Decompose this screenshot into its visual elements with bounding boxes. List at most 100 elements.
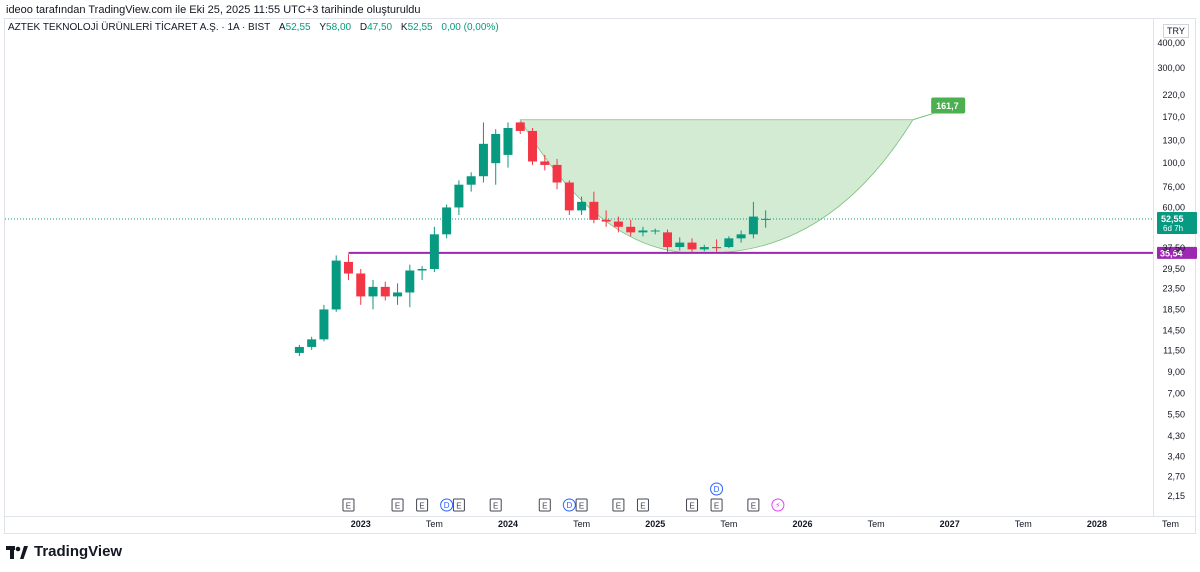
dividend-marker[interactable]: D <box>562 498 576 512</box>
earnings-marker[interactable]: E <box>489 498 502 512</box>
candle[interactable] <box>564 180 574 215</box>
tradingview-logo-text: TradingView <box>34 543 123 560</box>
candle[interactable] <box>319 304 329 342</box>
candle[interactable] <box>478 122 488 183</box>
candle[interactable] <box>294 344 304 357</box>
candle[interactable] <box>356 268 366 305</box>
candle[interactable] <box>491 129 501 185</box>
candle[interactable] <box>417 266 427 280</box>
dividend-marker[interactable]: D <box>440 498 454 512</box>
earnings-marker[interactable]: E <box>342 498 355 512</box>
earnings-marker-box <box>612 498 625 512</box>
earnings-marker-box <box>538 498 551 512</box>
earnings-marker[interactable]: E <box>747 498 760 512</box>
candle[interactable] <box>454 180 464 215</box>
candle-body <box>748 216 758 235</box>
candle[interactable] <box>748 201 758 239</box>
candle-body <box>699 247 709 250</box>
candle-body <box>540 161 550 165</box>
earnings-marker-box <box>391 498 404 512</box>
candle[interactable] <box>687 238 697 252</box>
candle[interactable] <box>442 204 452 239</box>
y-tick-label: 18,50 <box>1162 304 1185 314</box>
earnings-marker[interactable]: E <box>710 498 723 512</box>
candle-body <box>613 221 623 227</box>
candle[interactable] <box>368 279 378 310</box>
candle[interactable] <box>528 128 538 165</box>
candle-body <box>478 143 488 177</box>
dividend-marker[interactable]: D <box>710 482 724 496</box>
price-axis-divider <box>1153 18 1154 516</box>
earnings-marker-box <box>575 498 588 512</box>
earnings-marker[interactable]: E <box>686 498 699 512</box>
chart-frame <box>4 18 1196 534</box>
earnings-marker-box <box>686 498 699 512</box>
candle[interactable] <box>405 264 415 308</box>
earnings-marker-box <box>747 498 760 512</box>
candle[interactable] <box>675 237 685 251</box>
candle[interactable] <box>540 154 550 171</box>
candle[interactable] <box>699 244 709 252</box>
candle[interactable] <box>515 121 525 135</box>
candle-body <box>442 207 452 235</box>
earnings-marker[interactable]: E <box>636 498 649 512</box>
earnings-marker[interactable]: E <box>538 498 551 512</box>
candle[interactable] <box>331 255 341 312</box>
candle[interactable] <box>429 226 439 272</box>
dividend-marker-circle <box>440 498 454 512</box>
time-axis-divider <box>4 516 1196 517</box>
candle[interactable] <box>589 191 599 224</box>
candle-body <box>662 232 672 248</box>
candle[interactable] <box>503 122 513 168</box>
candle-body <box>724 238 734 248</box>
y-tick-label: 29,50 <box>1162 264 1185 274</box>
earnings-marker-label: E <box>640 502 645 511</box>
earnings-marker-label: E <box>579 502 584 511</box>
candle-body <box>356 273 366 297</box>
y-tick-label: 9,00 <box>1167 367 1185 377</box>
tradingview-logo[interactable]: TradingView <box>6 543 122 560</box>
target-badge[interactable] <box>931 97 966 114</box>
earnings-marker-label: E <box>456 502 461 511</box>
split-marker[interactable]: ⚡ <box>771 498 785 512</box>
candle[interactable] <box>601 210 611 227</box>
candle[interactable] <box>466 172 476 192</box>
candle-body <box>552 164 562 183</box>
candle[interactable] <box>613 216 623 233</box>
candle[interactable] <box>724 236 734 249</box>
support-label: 35,54 <box>1160 248 1183 258</box>
earnings-marker[interactable]: E <box>391 498 404 512</box>
candle[interactable] <box>761 210 771 228</box>
candle[interactable] <box>552 158 562 190</box>
candle[interactable] <box>736 230 746 243</box>
candle[interactable] <box>307 336 317 350</box>
x-tick-label: Tem <box>1162 519 1179 529</box>
y-tick-label: 100,0 <box>1162 158 1185 168</box>
candle-body <box>626 226 636 233</box>
candle[interactable] <box>343 254 353 280</box>
earnings-marker[interactable]: E <box>416 498 429 512</box>
candle[interactable] <box>712 239 722 252</box>
split-marker-circle <box>771 498 785 512</box>
candle[interactable] <box>393 283 403 305</box>
high-key: Y <box>319 22 327 33</box>
earnings-marker[interactable]: E <box>452 498 465 512</box>
candle[interactable] <box>662 229 672 252</box>
candle-body <box>638 230 648 233</box>
candle-body <box>405 270 415 293</box>
candle[interactable] <box>638 226 648 237</box>
candle-body <box>712 247 722 249</box>
candle[interactable] <box>380 281 390 301</box>
candle-body <box>528 130 538 162</box>
y-tick-label: 4,30 <box>1167 431 1185 441</box>
candle[interactable] <box>626 219 636 237</box>
y-tick-label: 37,50 <box>1162 243 1185 253</box>
candle[interactable] <box>650 228 660 235</box>
earnings-marker[interactable]: E <box>575 498 588 512</box>
earnings-marker[interactable]: E <box>612 498 625 512</box>
candle-body <box>601 219 611 222</box>
candle-body <box>307 339 317 347</box>
candle[interactable] <box>577 196 587 215</box>
currency-button[interactable]: TRY <box>1163 24 1189 38</box>
